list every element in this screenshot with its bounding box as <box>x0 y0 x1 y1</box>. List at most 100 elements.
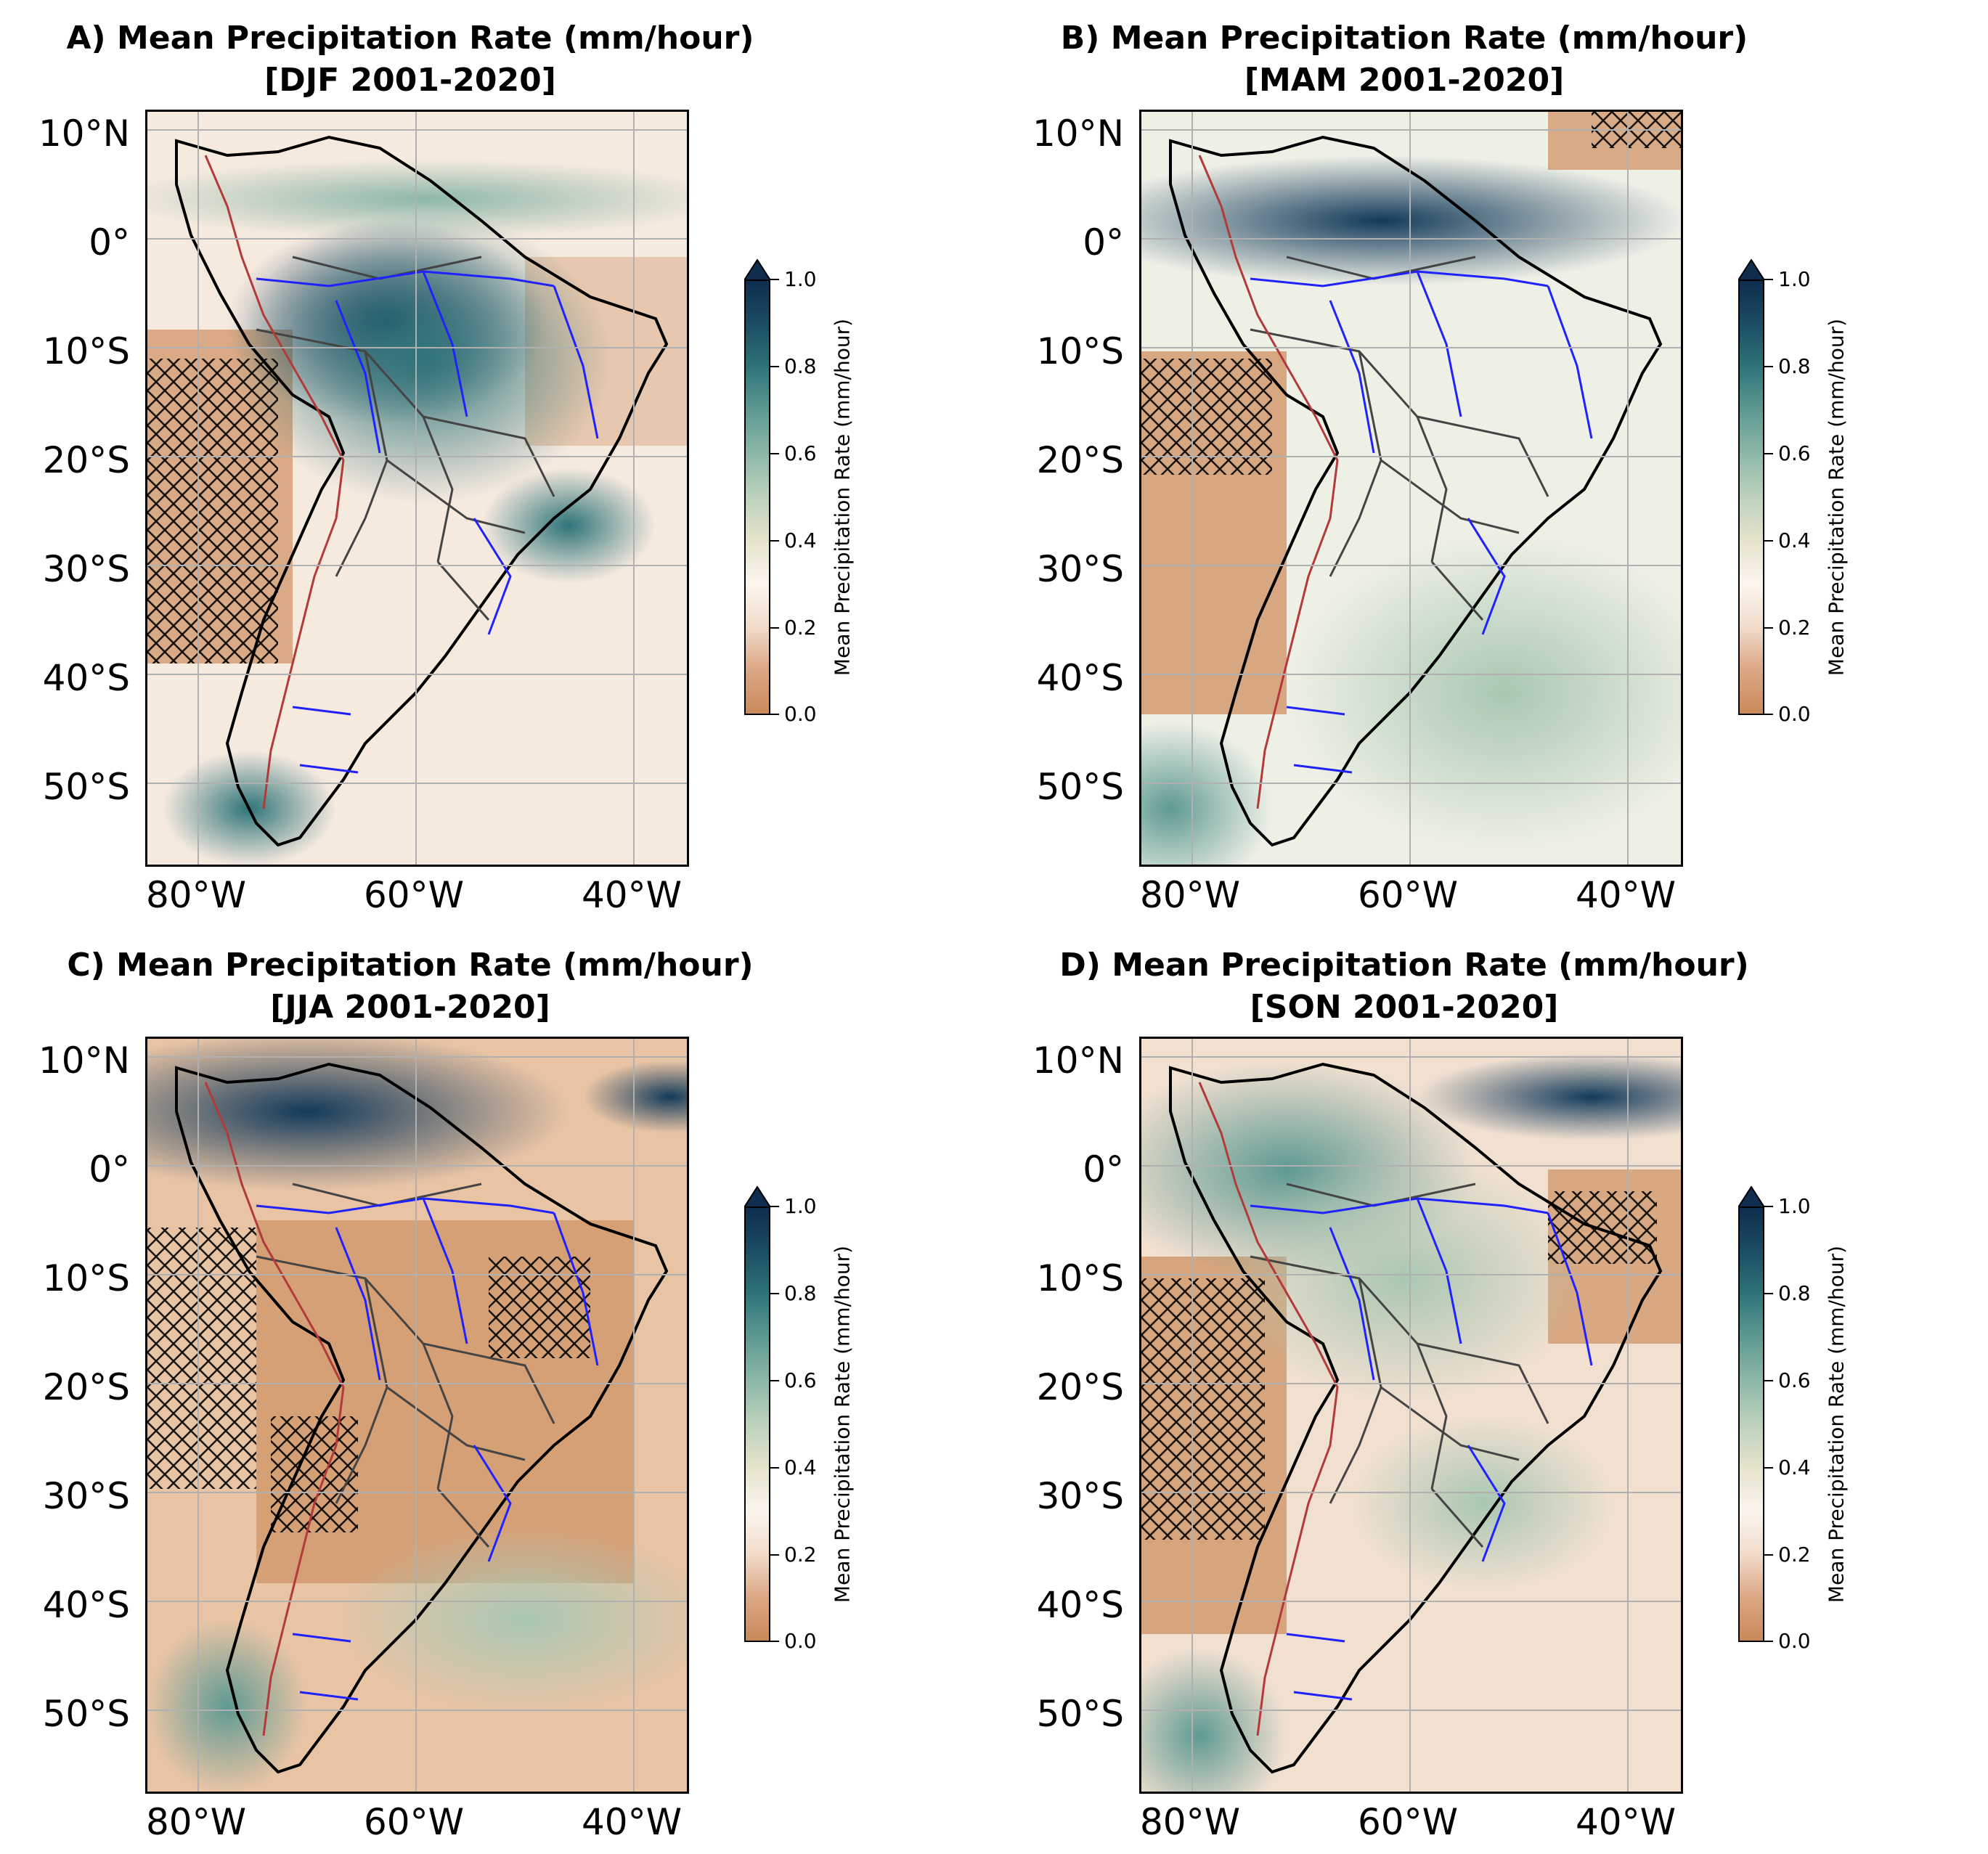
hatched-significance-w <box>1141 359 1272 475</box>
colorbar-tick <box>770 1206 779 1207</box>
colorbar-tick <box>770 1467 779 1469</box>
colorbar-label: Mean Precipitation Rate (mm/hour) <box>1824 318 1849 677</box>
elevation-contours <box>1198 155 1339 809</box>
colorbar-tick-label: 0.8 <box>784 354 817 378</box>
lat-label-20s: 20°S <box>1036 1366 1124 1408</box>
lat-label-50s: 50°S <box>1036 1693 1124 1735</box>
colorbar-tick <box>1764 1206 1773 1207</box>
colorbar-extend-arrow <box>1738 1186 1764 1208</box>
lon-label-40w: 40°W <box>581 1801 683 1843</box>
hatched-significance-a <box>147 359 278 663</box>
hatched-significance-nordeste <box>489 1257 590 1358</box>
lat-label-10n: 10°N <box>1032 1040 1124 1082</box>
gridlines <box>147 1039 687 1792</box>
rivers <box>1250 1197 1593 1701</box>
lat-label-10n: 10°N <box>38 113 130 155</box>
lon-label-80w: 80°W <box>1139 1801 1241 1843</box>
panel-a: A) Mean Precipitation Rate (mm/hour) [DJ… <box>0 0 994 927</box>
south-wet <box>147 1620 307 1792</box>
lat-label-30s: 30°S <box>42 548 130 590</box>
colorbar-tick <box>770 714 779 715</box>
colorbar-tick <box>1764 627 1773 629</box>
hatched-significance-w <box>1141 1278 1265 1540</box>
lon-label-60w: 60°W <box>1357 874 1459 916</box>
rivers <box>256 1197 599 1701</box>
colorbar-tick-label: 0.8 <box>784 1281 817 1305</box>
colorbar-tick-label: 0.8 <box>1778 1281 1811 1305</box>
map-svg <box>1141 1039 1681 1792</box>
amazon-halo <box>1221 1155 1584 1402</box>
lat-label-0: 0° <box>1083 221 1124 264</box>
colorbar-label: Mean Precipitation Rate (mm/hour) <box>830 1245 855 1604</box>
colorbar <box>744 1206 770 1642</box>
colorbar-extend-arrow <box>1738 259 1764 281</box>
colorbar-tick <box>770 1380 779 1381</box>
panel-c: C) Mean Precipitation Rate (mm/hour) [JJ… <box>0 927 994 1854</box>
colorbar-tick-label: 0.6 <box>784 1368 817 1392</box>
colorbar-tick <box>1764 1554 1773 1556</box>
lon-label-60w: 60°W <box>363 1801 465 1843</box>
lon-label-80w: 80°W <box>145 874 247 916</box>
colorbar-tick-label: 0.8 <box>1778 354 1811 378</box>
hatched-significance-ne <box>1548 1191 1657 1264</box>
panel-b: B) Mean Precipitation Rate (mm/hour) [MA… <box>994 0 1988 927</box>
colorbar-tick-label: 0.2 <box>784 1543 817 1567</box>
south-brazil-wet <box>1352 1416 1613 1590</box>
colorbar-tick <box>770 540 779 542</box>
colorbar-tick-label: 0.0 <box>784 702 817 726</box>
colorbar-tick-label: 0.6 <box>1778 1368 1811 1392</box>
colorbar-tick-label: 0.0 <box>784 1629 817 1653</box>
lat-label-10s: 10°S <box>1036 330 1124 372</box>
map-svg <box>1141 112 1681 865</box>
elevation-contours <box>204 155 345 809</box>
lon-label-60w: 60°W <box>1357 1801 1459 1843</box>
colorbar-tick-label: 0.6 <box>784 441 817 465</box>
precip-map <box>1139 1037 1683 1794</box>
colorbar-tick-label: 1.0 <box>1778 1194 1811 1218</box>
lon-label-40w: 40°W <box>1575 1801 1677 1843</box>
lon-label-40w: 40°W <box>1575 874 1677 916</box>
colorbar-tick <box>1764 279 1773 280</box>
lat-label-20s: 20°S <box>1036 439 1124 481</box>
colorbar-tick-label: 0.2 <box>1778 1543 1811 1567</box>
gridlines <box>1141 1039 1681 1792</box>
precip-map <box>145 1037 689 1794</box>
colorbar <box>1738 1206 1764 1642</box>
lat-label-40s: 40°S <box>42 1584 130 1626</box>
precip-map <box>1139 110 1683 867</box>
colorbar-tick-label: 0.4 <box>1778 528 1811 552</box>
colorbar-tick-label: 0.6 <box>1778 441 1811 465</box>
lat-label-50s: 50°S <box>1036 766 1124 808</box>
colorbar <box>1738 279 1764 715</box>
colorbar-tick-label: 0.0 <box>1778 1629 1811 1653</box>
lat-label-0: 0° <box>1083 1148 1124 1191</box>
lat-label-20s: 20°S <box>42 1366 130 1408</box>
elevation-contours <box>1198 1082 1339 1736</box>
rivers <box>1250 270 1593 774</box>
colorbar-tick <box>770 279 779 280</box>
lat-label-40s: 40°S <box>1036 1584 1124 1626</box>
colorbar-tick <box>1764 540 1773 542</box>
panel-d: D) Mean Precipitation Rate (mm/hour) [SO… <box>994 927 1988 1854</box>
colorbar-tick <box>1764 453 1773 454</box>
lat-label-40s: 40°S <box>1036 657 1124 699</box>
lat-label-10n: 10°N <box>38 1040 130 1082</box>
colorbar-tick-label: 1.0 <box>1778 267 1811 291</box>
colorbar-tick-label: 1.0 <box>784 1194 817 1218</box>
colorbar <box>744 279 770 715</box>
south-atlantic-wet <box>1287 533 1681 852</box>
colorbar-tick <box>770 1293 779 1294</box>
panel-title: C) Mean Precipitation Rate (mm/hour) [JJ… <box>67 947 754 1026</box>
colorbar-tick-label: 0.0 <box>1778 702 1811 726</box>
south-atlantic-wet <box>336 1525 687 1714</box>
south-wet <box>1141 722 1272 865</box>
map-svg <box>147 1039 687 1792</box>
lat-label-20s: 20°S <box>42 439 130 481</box>
colorbar-tick <box>1764 714 1773 715</box>
north-atlantic-wet <box>583 1061 687 1133</box>
itcz-core <box>1141 155 1681 286</box>
panel-title: D) Mean Precipitation Rate (mm/hour) [SO… <box>1059 947 1749 1026</box>
rivers <box>256 270 599 774</box>
colorbar-tick <box>770 1641 779 1642</box>
colorbar-tick-label: 0.4 <box>784 1455 817 1479</box>
